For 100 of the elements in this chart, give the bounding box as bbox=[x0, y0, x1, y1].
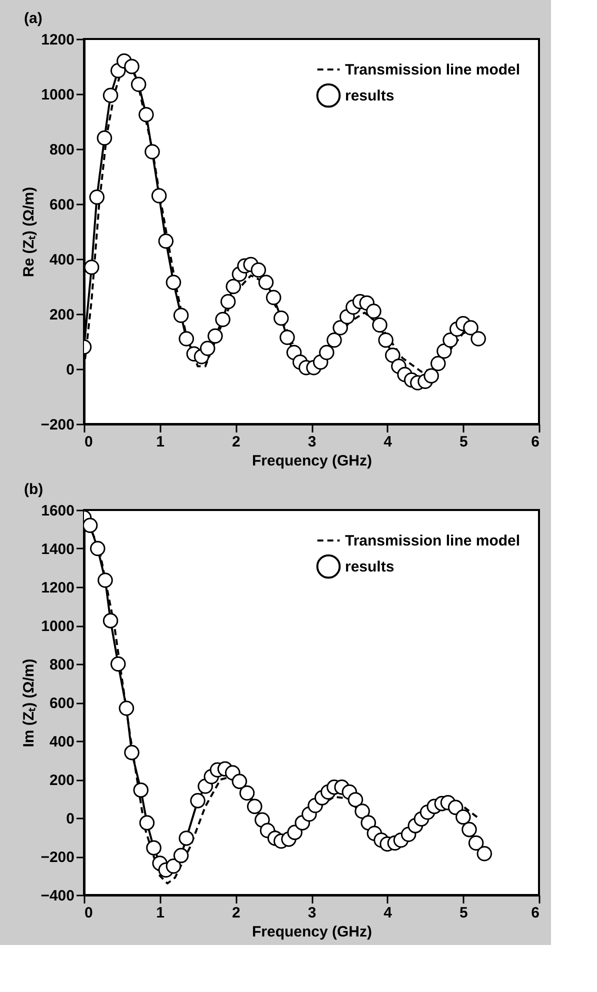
point bbox=[151, 188, 167, 204]
x-tick-label: 1 bbox=[156, 904, 165, 922]
y-tick-label: −200 bbox=[40, 849, 74, 866]
point bbox=[246, 798, 262, 814]
y-tick-label: 0 bbox=[66, 362, 74, 378]
y-tick-label: 0 bbox=[66, 810, 74, 828]
point bbox=[430, 356, 446, 372]
x-tick-label: 0 bbox=[84, 904, 93, 922]
y-axis-title: Im (Zₜ) (Ω/m) bbox=[20, 658, 38, 748]
point bbox=[190, 793, 206, 808]
y-tick-label: 600 bbox=[49, 196, 74, 214]
point bbox=[280, 330, 295, 346]
point bbox=[98, 572, 113, 588]
point bbox=[208, 328, 223, 344]
y-tick-label: 200 bbox=[49, 306, 74, 324]
x-axis-title: Frequency (GHz) bbox=[252, 452, 372, 470]
y-axis-title: Re (Zₜ) (Ω/m) bbox=[20, 186, 38, 278]
x-tick-label: 0 bbox=[84, 434, 93, 450]
point bbox=[89, 189, 105, 205]
point bbox=[102, 88, 118, 104]
point bbox=[146, 840, 162, 856]
point bbox=[274, 310, 289, 326]
point bbox=[200, 340, 216, 356]
legend-label: results bbox=[345, 558, 394, 576]
point bbox=[173, 308, 189, 324]
point bbox=[266, 290, 282, 306]
y-tick-label: 1000 bbox=[41, 618, 74, 635]
x-axis-title: Frequency (GHz) bbox=[252, 924, 372, 940]
y-tick-label: 1000 bbox=[41, 86, 74, 104]
point bbox=[378, 332, 394, 348]
point bbox=[476, 846, 492, 862]
point bbox=[258, 274, 274, 290]
y-tick-label: 800 bbox=[49, 142, 74, 158]
point bbox=[250, 262, 266, 278]
y-tick-label: −400 bbox=[40, 888, 74, 904]
x-tick-label: 6 bbox=[531, 434, 540, 450]
point bbox=[372, 317, 388, 333]
point bbox=[220, 294, 236, 310]
point bbox=[326, 332, 342, 348]
x-tick-label: 2 bbox=[232, 904, 240, 922]
point bbox=[138, 106, 154, 122]
x-tick-label: 5 bbox=[459, 434, 468, 450]
y-tick-label: 1200 bbox=[41, 32, 74, 48]
point bbox=[166, 274, 182, 290]
y-tick-label: 400 bbox=[49, 252, 74, 268]
legend-label: Transmission line model bbox=[345, 62, 520, 78]
point bbox=[462, 822, 477, 838]
point bbox=[239, 785, 255, 801]
point bbox=[366, 304, 382, 319]
point bbox=[385, 348, 400, 363]
point bbox=[178, 331, 194, 346]
point bbox=[215, 312, 230, 328]
point bbox=[448, 800, 464, 816]
point bbox=[130, 76, 146, 92]
chart-title: (a) bbox=[24, 10, 42, 27]
point bbox=[354, 804, 370, 819]
point bbox=[360, 815, 376, 830]
point bbox=[90, 540, 106, 556]
x-tick-label: 3 bbox=[308, 904, 316, 922]
y-tick-label: 400 bbox=[49, 734, 74, 750]
y-tick-label: 800 bbox=[49, 656, 74, 674]
y-tick-label: 1400 bbox=[41, 541, 74, 558]
point bbox=[468, 835, 484, 851]
legend-label: results bbox=[345, 88, 394, 104]
point bbox=[144, 144, 160, 160]
point bbox=[424, 368, 439, 384]
point bbox=[232, 774, 248, 790]
point bbox=[442, 332, 458, 348]
point bbox=[456, 809, 471, 825]
point bbox=[436, 343, 452, 359]
x-tick-label: 4 bbox=[384, 434, 393, 450]
point bbox=[139, 815, 155, 830]
y-tick-label: −200 bbox=[40, 416, 74, 434]
point bbox=[463, 320, 478, 336]
point bbox=[118, 700, 134, 716]
point bbox=[348, 792, 364, 808]
point bbox=[133, 782, 149, 798]
x-tick-label: 3 bbox=[308, 434, 316, 450]
x-tick-label: 6 bbox=[531, 904, 540, 922]
point bbox=[84, 260, 100, 275]
point bbox=[124, 744, 140, 760]
point bbox=[96, 130, 112, 146]
y-tick-label: 1200 bbox=[41, 580, 74, 596]
y-tick-label: 200 bbox=[49, 772, 74, 789]
y-tick-label: 600 bbox=[49, 695, 74, 712]
x-tick-label: 5 bbox=[459, 904, 468, 922]
point bbox=[332, 320, 348, 336]
chart-title: (b) bbox=[24, 481, 44, 498]
point bbox=[178, 830, 194, 846]
point bbox=[319, 344, 334, 360]
point bbox=[173, 848, 189, 864]
point bbox=[102, 613, 118, 628]
point bbox=[470, 331, 486, 346]
legend-label: Transmission line model bbox=[345, 532, 520, 550]
y-tick-label: 1600 bbox=[41, 502, 74, 520]
point bbox=[226, 278, 242, 294]
point bbox=[158, 233, 174, 249]
point bbox=[110, 656, 126, 672]
x-tick-label: 4 bbox=[384, 904, 393, 922]
x-tick-label: 1 bbox=[156, 434, 165, 450]
